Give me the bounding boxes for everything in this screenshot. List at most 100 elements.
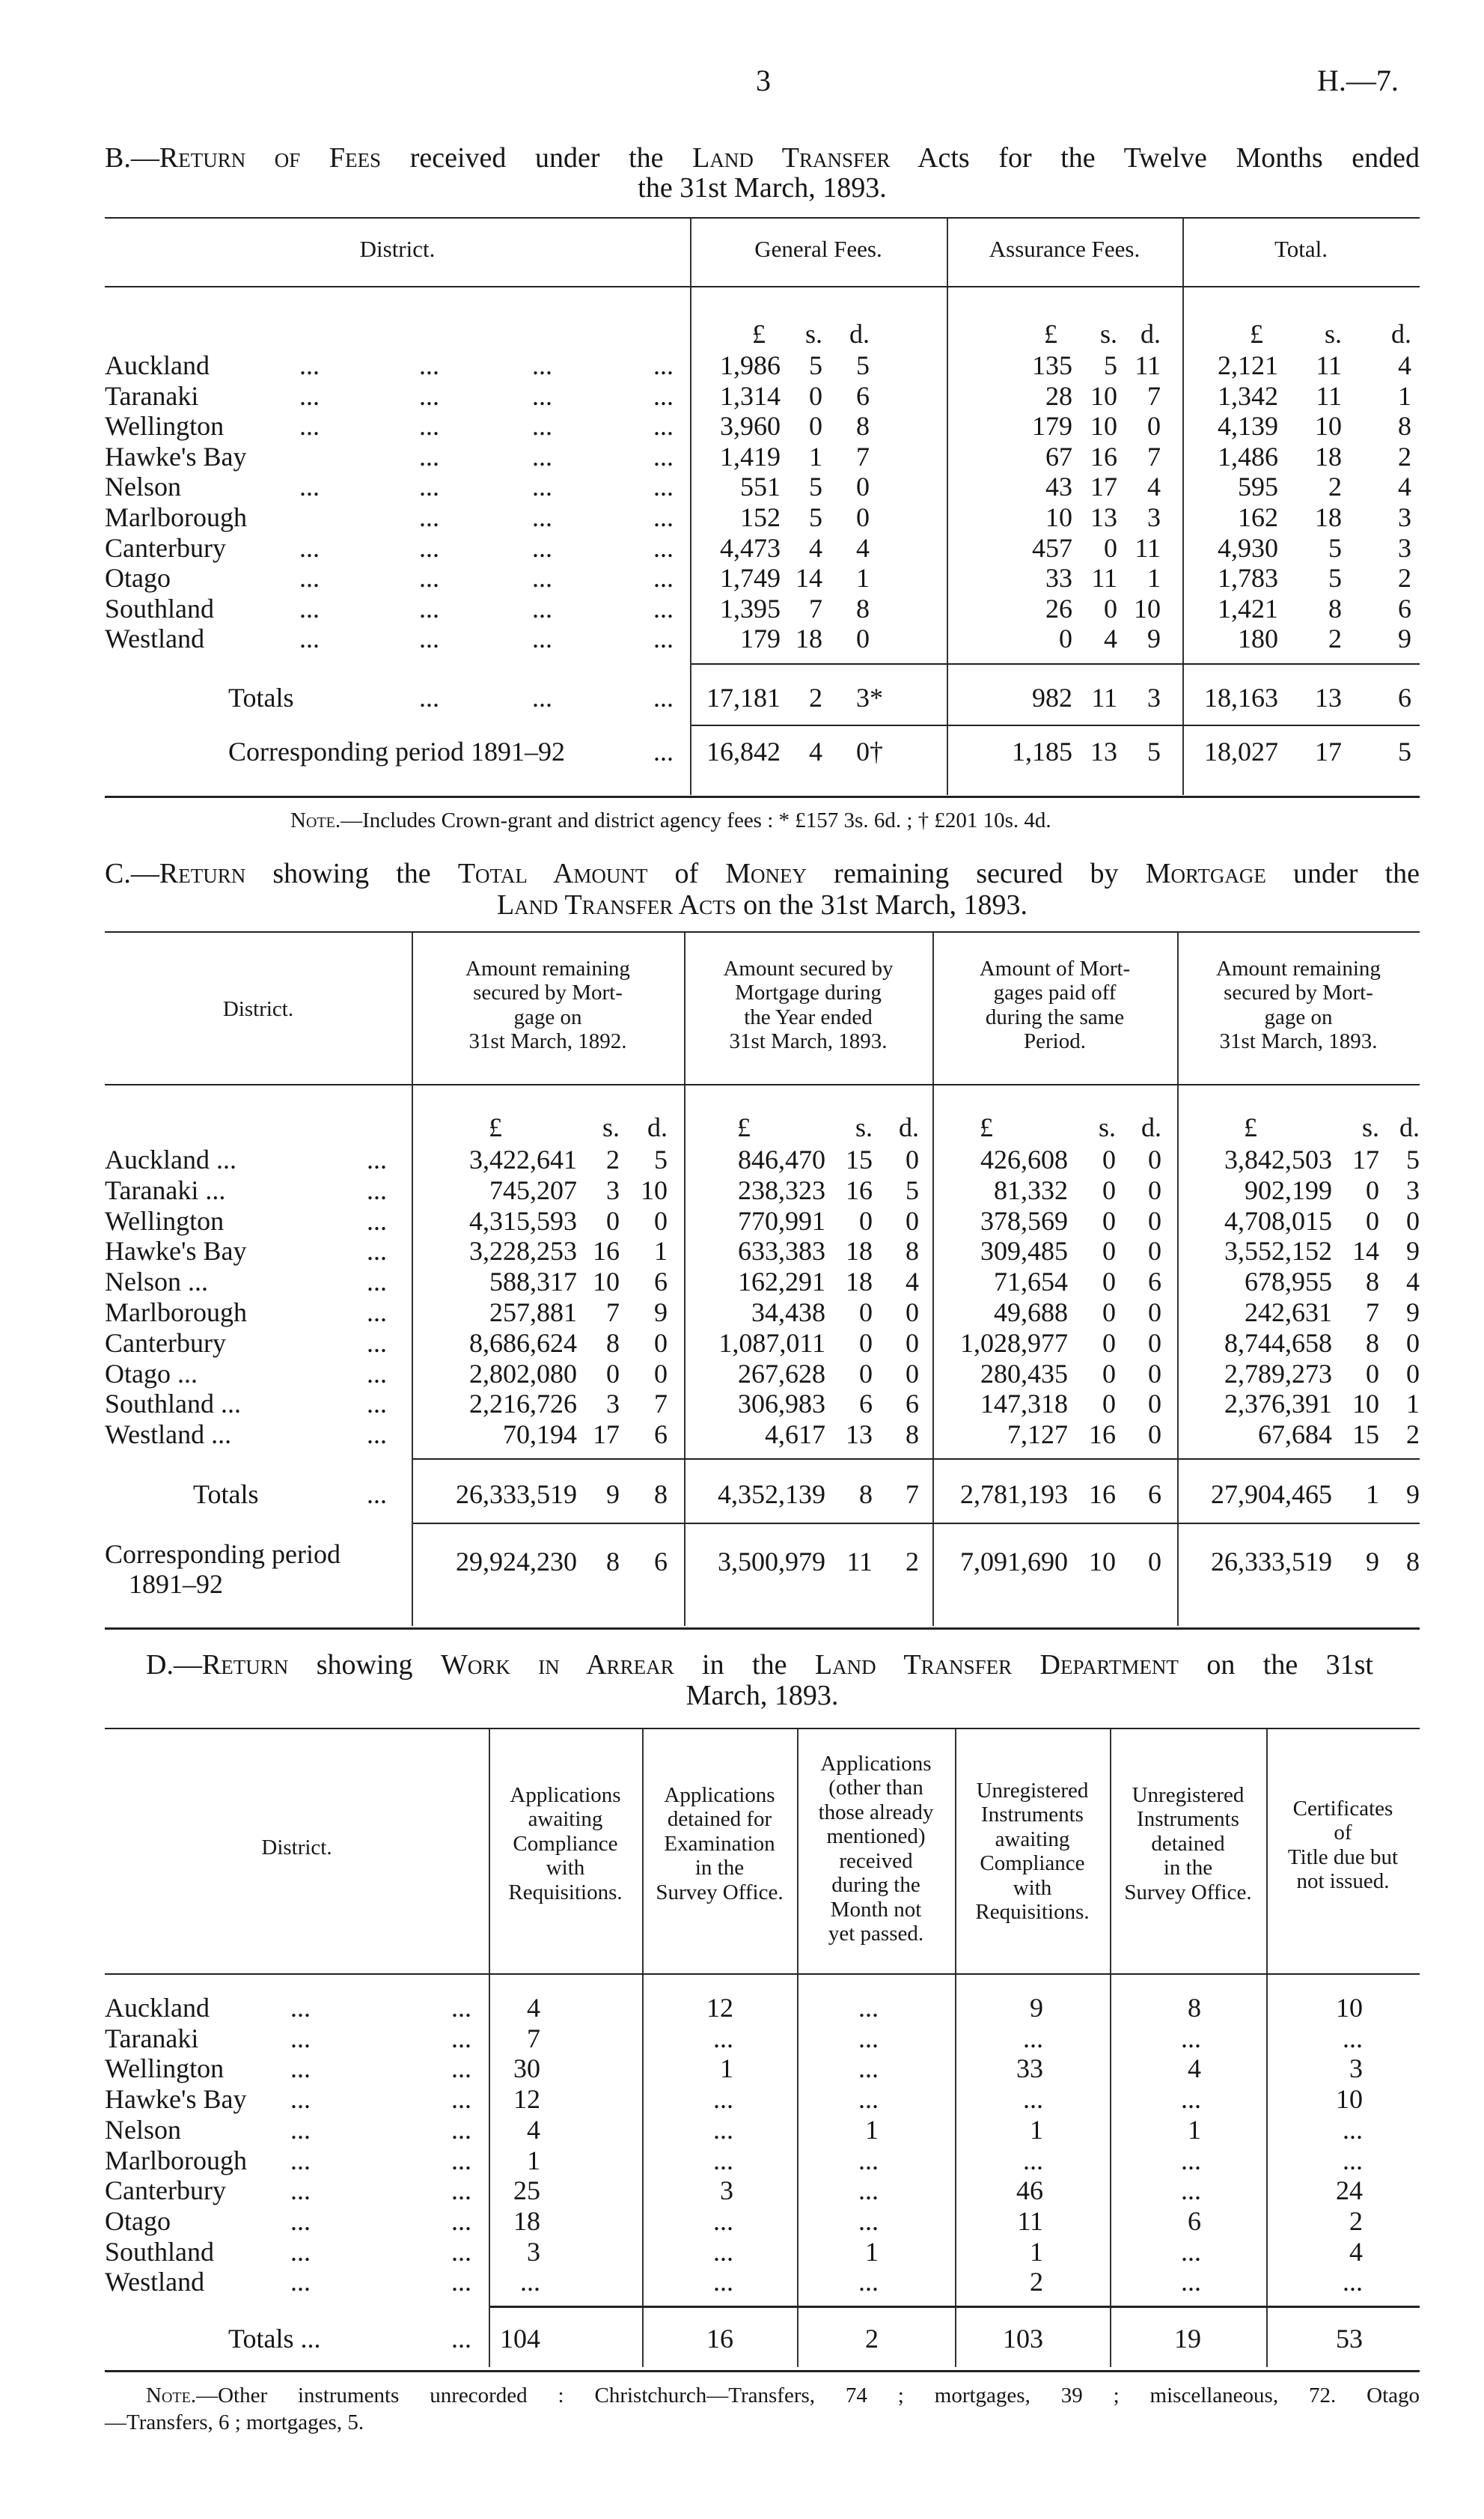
fee-cell-pence: 0 bbox=[856, 472, 870, 502]
previous-cell-pounds: 29,924,230 bbox=[456, 1547, 577, 1577]
mortgage-cell-shillings: 0 bbox=[606, 1358, 620, 1389]
fee-cell-pounds: 2,121 bbox=[1218, 350, 1278, 380]
previous-cell-shillings: 13 bbox=[1090, 737, 1117, 767]
fee-cell-pence: 3 bbox=[1398, 502, 1411, 532]
arrear-count: ... bbox=[1181, 2023, 1201, 2053]
unit-pounds: £ bbox=[752, 319, 766, 349]
leader-dots: ... bbox=[532, 411, 552, 442]
mortgage-cell-pounds: 280,435 bbox=[980, 1358, 1068, 1389]
text-segment: Work in Arrear bbox=[440, 1649, 674, 1681]
district-name: Taranaki ... bbox=[105, 1175, 226, 1205]
table-d-title: D.—Return showing Work in Arrear in the … bbox=[146, 1651, 1373, 1679]
mortgage-cell-pence: 0 bbox=[1148, 1297, 1161, 1327]
arrear-count: 3 bbox=[1349, 2053, 1363, 2084]
totals-label: Totals ... bbox=[228, 2324, 321, 2354]
district-name: Auckland bbox=[105, 1993, 210, 2023]
totals-cell-pounds: 17,181 bbox=[706, 683, 781, 713]
column-divider bbox=[932, 933, 934, 1626]
leader-dots: ... bbox=[299, 532, 320, 563]
fee-cell-pence: 0 bbox=[856, 624, 870, 654]
totals-cell: 53 bbox=[1336, 2324, 1363, 2354]
leader-dots: ... bbox=[367, 1297, 387, 1327]
totals-cell-pence: 3 bbox=[1147, 683, 1161, 713]
fee-cell-pounds: 180 bbox=[1238, 624, 1278, 654]
leader-dots: ... bbox=[653, 563, 674, 594]
unit-pounds: £ bbox=[737, 1112, 751, 1142]
arrear-count: 4 bbox=[1349, 2236, 1363, 2267]
mortgage-cell-pence: 0 bbox=[906, 1205, 919, 1236]
fee-cell-shillings: 18 bbox=[1315, 502, 1342, 532]
fee-cell-pence: 4 bbox=[1147, 472, 1161, 502]
fee-cell-shillings: 0 bbox=[1104, 532, 1117, 563]
fee-cell-pounds: 4,930 bbox=[1218, 532, 1278, 563]
mortgage-cell-pounds: 3,228,253 bbox=[469, 1236, 577, 1267]
leader-dots: ... bbox=[299, 472, 320, 502]
district-name: Wellington bbox=[105, 411, 225, 442]
previous-cell-pounds: 16,842 bbox=[706, 737, 781, 767]
page-reference: H.—7. bbox=[1317, 64, 1399, 97]
mortgage-cell-pounds: 426,608 bbox=[980, 1145, 1068, 1175]
fee-cell-shillings: 14 bbox=[796, 563, 822, 594]
mortgage-cell-pence: 9 bbox=[1406, 1236, 1420, 1267]
table-d-note: Note.—Other instruments unrecorded : Chr… bbox=[146, 2384, 1420, 2408]
totals-cell-shillings: 11 bbox=[1091, 683, 1117, 713]
table-d-totals-rule bbox=[490, 2306, 1420, 2308]
arrear-count: 1 bbox=[720, 2053, 733, 2084]
text-segment: on the 31st bbox=[1178, 1649, 1373, 1681]
table-b-header: Assurance Fees. bbox=[989, 236, 1141, 262]
table-c-header: Amount remaining secured by Mort- gage o… bbox=[1216, 957, 1381, 1054]
arrear-count: ... bbox=[858, 2053, 879, 2084]
text-segment: C.— bbox=[105, 858, 159, 889]
unit-pence: d. bbox=[647, 1112, 668, 1142]
mortgage-cell-shillings: 14 bbox=[1352, 1236, 1379, 1267]
mortgage-cell-pounds: 8,744,658 bbox=[1224, 1327, 1332, 1358]
arrear-count: 1 bbox=[1188, 2114, 1201, 2145]
mortgage-cell-pence: 0 bbox=[1148, 1389, 1161, 1419]
table-b-bottom-rule bbox=[105, 796, 1420, 798]
table-b-header: District. bbox=[359, 236, 436, 262]
table-b-title: B.—Return of Fees received under the Lan… bbox=[105, 144, 1420, 172]
arrear-count: 4 bbox=[527, 1993, 540, 2023]
leader-dots: ... bbox=[419, 411, 439, 442]
leader-dots: ... bbox=[532, 624, 552, 654]
fee-cell-pounds: 1,749 bbox=[720, 563, 781, 594]
arrear-count: ... bbox=[1181, 2236, 1201, 2267]
unit-shillings: s. bbox=[1324, 319, 1342, 349]
mortgage-cell-pence: 6 bbox=[1148, 1267, 1161, 1297]
leader-dots: ... bbox=[367, 1236, 387, 1267]
leader-dots: ... bbox=[367, 1145, 387, 1175]
leader-dots: ... bbox=[532, 593, 552, 624]
mortgage-cell-shillings: 18 bbox=[846, 1236, 873, 1267]
mortgage-cell-shillings: 17 bbox=[1352, 1145, 1379, 1175]
fee-cell-shillings: 5 bbox=[1328, 563, 1342, 594]
totals-cell-shillings: 9 bbox=[606, 1479, 620, 1509]
arrear-count: ... bbox=[713, 2023, 733, 2053]
mortgage-cell-pence: 0 bbox=[654, 1205, 668, 1236]
unit-pence: d. bbox=[1391, 319, 1411, 349]
leader-dots: ... bbox=[299, 624, 320, 654]
district-name: Westland bbox=[105, 2267, 205, 2297]
district-name: Hawke's Bay bbox=[105, 441, 247, 472]
text-segment: of bbox=[647, 858, 726, 889]
previous-cell-shillings: 9 bbox=[1366, 1547, 1379, 1577]
mortgage-cell-pounds: 3,552,152 bbox=[1224, 1236, 1332, 1267]
table-b-totals-rule bbox=[691, 663, 1420, 665]
district-name: Otago ... bbox=[105, 1358, 198, 1389]
leader-dots: ... bbox=[451, 2175, 471, 2206]
arrear-count: 3 bbox=[527, 2236, 540, 2267]
arrear-count: ... bbox=[713, 2236, 733, 2267]
totals-cell-pence: 7 bbox=[906, 1479, 919, 1509]
district-name: Taranaki bbox=[105, 2023, 199, 2053]
district-name: Westland ... bbox=[105, 1419, 232, 1450]
district-name: Marlborough bbox=[105, 502, 247, 532]
district-name: Southland bbox=[105, 593, 215, 624]
unit-shillings: s. bbox=[1098, 1112, 1116, 1142]
fee-cell-shillings: 10 bbox=[1315, 411, 1342, 442]
column-divider bbox=[642, 1729, 644, 2367]
table-c-totals-rule bbox=[413, 1458, 1420, 1460]
fee-cell-shillings: 2 bbox=[1328, 472, 1342, 502]
arrear-count: 1 bbox=[865, 2114, 879, 2145]
fee-cell-pence: 9 bbox=[1147, 624, 1161, 654]
district-name: Auckland ... bbox=[105, 1145, 236, 1175]
leader-dots: ... bbox=[290, 2175, 311, 2206]
